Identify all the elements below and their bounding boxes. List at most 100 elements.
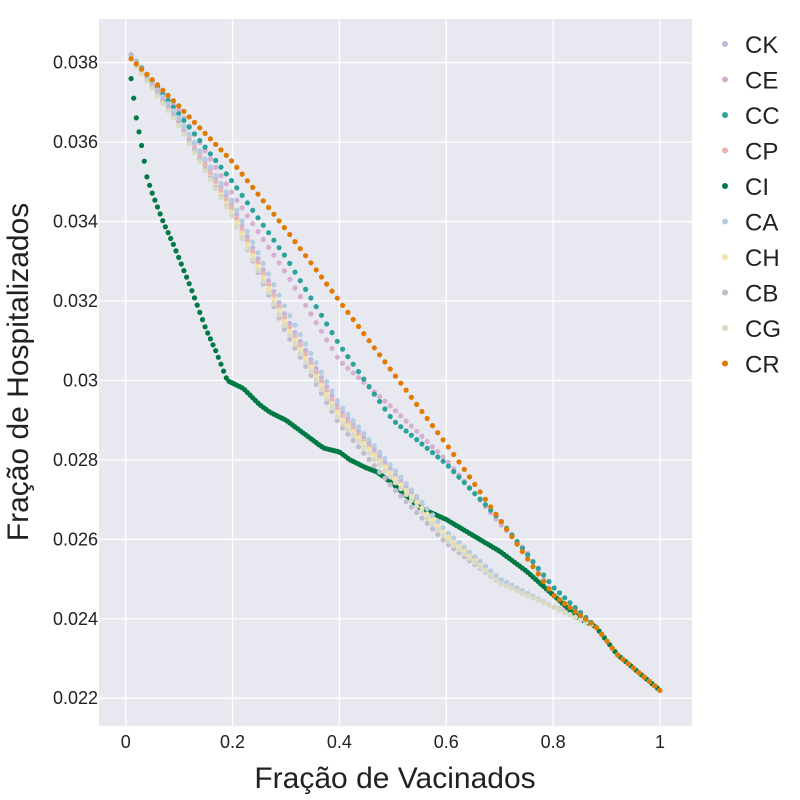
data-point [567, 600, 573, 606]
data-point [234, 197, 240, 203]
data-point [466, 549, 473, 555]
data-point [355, 428, 362, 434]
data-point [429, 444, 436, 450]
data-point [276, 292, 282, 298]
data-point [578, 617, 584, 623]
data-point [599, 631, 605, 638]
data-point [197, 125, 203, 131]
data-point [435, 523, 441, 529]
data-point [260, 222, 266, 228]
data-point [382, 459, 388, 465]
data-point [329, 401, 335, 407]
data-point [519, 590, 526, 596]
data-point [636, 670, 642, 676]
data-point [147, 182, 153, 188]
data-point [202, 130, 208, 136]
x-tick-label: 0.4 [327, 732, 352, 752]
data-point [398, 380, 404, 386]
data-point [213, 179, 219, 185]
data-point [525, 592, 531, 599]
data-point [213, 141, 219, 147]
data-point [414, 428, 420, 434]
legend-marker [722, 112, 728, 118]
legend-label: CI [745, 174, 769, 201]
data-point [250, 245, 256, 251]
data-point [292, 329, 298, 335]
data-point [303, 359, 309, 365]
data-point [329, 408, 335, 415]
data-point [271, 289, 277, 295]
data-point [318, 386, 325, 393]
data-point [530, 564, 536, 570]
data-point [281, 225, 287, 231]
data-point [324, 281, 330, 287]
data-point [329, 288, 335, 294]
data-point [197, 137, 203, 144]
data-point [392, 487, 399, 494]
data-point [541, 572, 547, 578]
data-point [350, 422, 356, 428]
data-point [630, 665, 637, 671]
data-point [451, 451, 457, 458]
data-point [191, 295, 198, 301]
plot-background [99, 19, 692, 726]
data-point [345, 423, 351, 429]
data-point [556, 590, 563, 596]
data-point [128, 76, 134, 82]
data-point [334, 295, 340, 301]
data-point [318, 312, 325, 318]
data-point [355, 424, 362, 430]
data-point [202, 156, 208, 162]
data-point [408, 487, 414, 493]
data-point [276, 304, 282, 310]
data-point [186, 281, 192, 287]
data-point [340, 346, 346, 352]
data-point [178, 261, 184, 267]
data-point [392, 408, 399, 414]
data-point [181, 131, 187, 138]
data-point [334, 414, 340, 420]
data-point [482, 502, 488, 508]
data-point [371, 391, 377, 397]
data-point [408, 497, 414, 503]
data-point [419, 408, 425, 415]
data-point [244, 228, 250, 235]
data-point [318, 375, 325, 381]
data-point [234, 164, 240, 170]
data-point [313, 320, 319, 326]
data-point [509, 585, 515, 592]
data-point [292, 337, 298, 343]
data-point [202, 324, 208, 330]
data-point [176, 103, 182, 109]
data-point [213, 157, 219, 164]
data-point [297, 354, 303, 360]
data-point [228, 158, 235, 164]
data-point [382, 406, 388, 412]
data-point [355, 375, 362, 381]
y-tick-label: 0.022 [53, 688, 98, 708]
legend-marker [722, 183, 728, 189]
data-point [429, 423, 436, 429]
data-point [303, 363, 309, 369]
data-point [287, 332, 293, 338]
data-point [197, 159, 203, 165]
data-point [403, 487, 409, 494]
data-point [181, 123, 187, 129]
data-point [154, 93, 161, 99]
data-point [392, 468, 399, 474]
data-point [281, 252, 287, 258]
data-point [244, 200, 250, 206]
data-point [355, 434, 362, 441]
data-point [472, 491, 478, 497]
legend-marker [722, 147, 728, 154]
data-point [221, 368, 227, 374]
data-point [266, 278, 272, 284]
data-point [144, 71, 150, 77]
data-point [377, 393, 383, 400]
data-point [303, 347, 309, 353]
data-point [371, 345, 377, 351]
data-points [128, 52, 663, 693]
data-point [345, 354, 351, 360]
data-point [429, 450, 436, 456]
y-tick-label: 0.026 [53, 529, 98, 549]
